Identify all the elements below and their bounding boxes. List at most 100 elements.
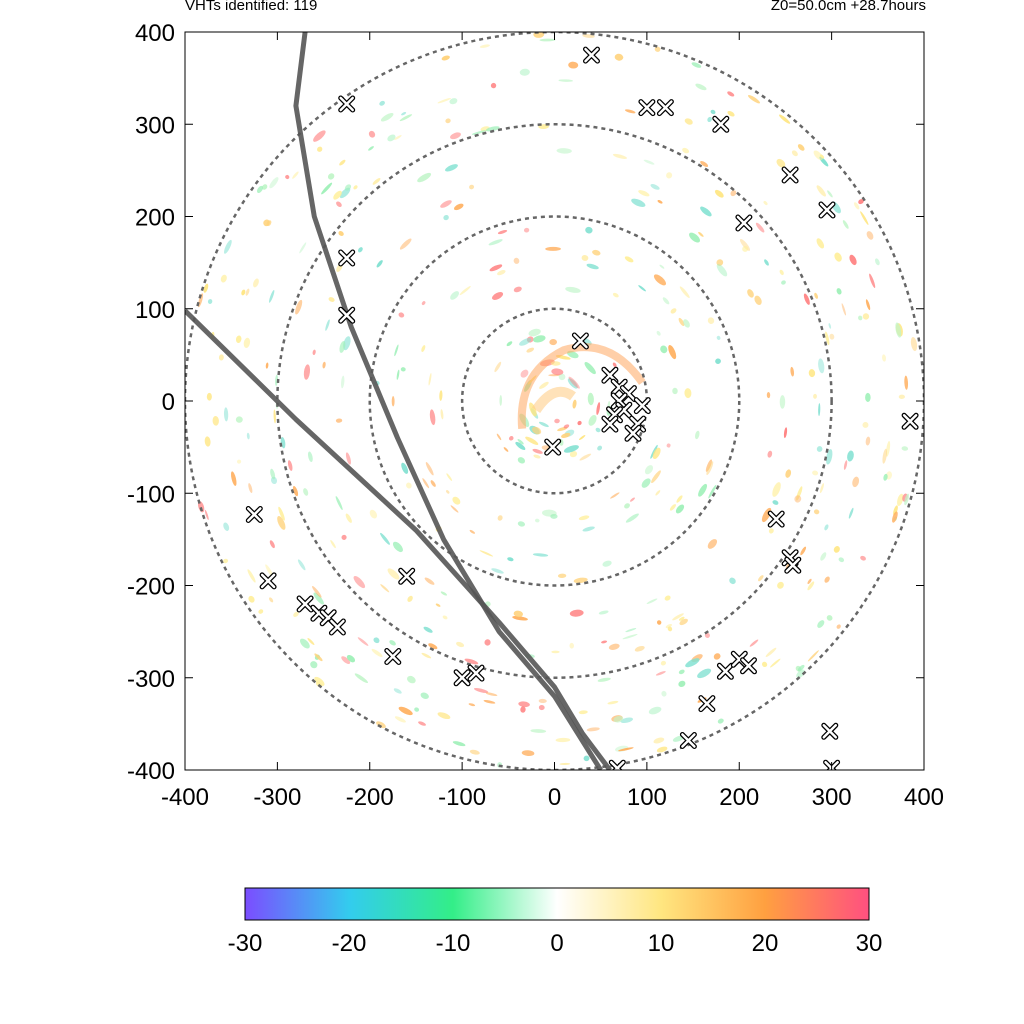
- vht-marker-core: [718, 664, 733, 679]
- field-speckle: [779, 269, 784, 276]
- field-speckle: [485, 126, 500, 132]
- field-speckle: [898, 394, 905, 399]
- field-speckle: [262, 184, 268, 190]
- field-speckle: [676, 495, 683, 503]
- field-speckle: [532, 553, 549, 557]
- field-speckle: [727, 110, 735, 117]
- vht-marker-core: [247, 507, 262, 522]
- field-speckle: [669, 504, 676, 511]
- field-speckle: [644, 465, 654, 475]
- field-speckle: [380, 584, 390, 593]
- field-speckle: [824, 524, 829, 531]
- vht-marker: [259, 572, 277, 590]
- field-speckle: [449, 98, 458, 105]
- field-speckle: [314, 653, 323, 662]
- field-speckle: [612, 362, 617, 368]
- vht-marker: [384, 648, 402, 665]
- field-speckle: [794, 495, 802, 503]
- field-speckle: [428, 373, 432, 386]
- field-speckle: [614, 53, 624, 61]
- vht-marker: [638, 99, 656, 117]
- vht-marker-core: [399, 569, 414, 584]
- vht-marker-core: [330, 619, 345, 635]
- vht-marker-core: [736, 215, 752, 231]
- field-speckle: [525, 436, 539, 445]
- vht-marker: [608, 759, 626, 770]
- field-speckle: [624, 109, 636, 114]
- vht-marker-core: [610, 760, 625, 770]
- field-speckle: [781, 280, 786, 285]
- field-speckle: [528, 328, 541, 337]
- eyewall-swirl: [517, 343, 646, 430]
- field-speckle: [573, 577, 588, 584]
- field-speckle: [838, 557, 845, 563]
- y-tick-label: 300: [135, 112, 175, 139]
- field-speckle: [519, 338, 532, 346]
- field-speckle: [327, 173, 335, 180]
- field-speckle: [684, 118, 693, 125]
- field-speckle: [450, 132, 461, 140]
- field-speckle: [895, 322, 902, 338]
- field-speckle: [808, 369, 816, 378]
- field-speckle: [344, 184, 352, 191]
- field-speckle: [807, 581, 815, 591]
- field-speckle: [660, 660, 667, 666]
- field-speckle: [428, 643, 438, 650]
- x-tick-label: -200: [346, 784, 394, 811]
- colorbar-tick-label: 10: [648, 930, 675, 957]
- field-speckle: [538, 421, 549, 428]
- field-speckle: [423, 626, 433, 633]
- field-speckle: [545, 246, 561, 251]
- field-speckle: [660, 345, 668, 354]
- field-speckle: [223, 522, 230, 531]
- field-speckle: [584, 362, 596, 375]
- field-speckle: [679, 618, 688, 626]
- field-speckle: [678, 317, 685, 327]
- field-speckle: [893, 505, 898, 516]
- field-speckle: [532, 448, 543, 454]
- vht-marker: [781, 166, 799, 184]
- field-speckle: [620, 717, 634, 724]
- field-speckle: [849, 254, 857, 266]
- field-speckle: [313, 130, 326, 142]
- field-speckle: [446, 473, 453, 481]
- field-speckle: [601, 640, 608, 644]
- field-speckle: [429, 409, 436, 426]
- field-speckle: [393, 688, 402, 694]
- field-speckle: [581, 255, 589, 261]
- vht-marker-core: [713, 117, 729, 132]
- field-speckle: [572, 399, 577, 409]
- field-speckle: [568, 376, 580, 389]
- field-speckle: [312, 349, 316, 356]
- vht-marker-core: [297, 596, 313, 612]
- field-speckle: [816, 238, 825, 249]
- field-speckle: [836, 624, 841, 629]
- field-speckle: [816, 185, 826, 197]
- vht-markers: [245, 46, 919, 770]
- field-speckle: [538, 698, 547, 704]
- field-speckle: [336, 201, 342, 207]
- field-speckle: [706, 461, 714, 476]
- field-speckle: [558, 79, 573, 82]
- field-speckle: [567, 378, 578, 389]
- field-speckle: [754, 295, 762, 305]
- field-speckle: [790, 366, 795, 377]
- field-speckle: [818, 358, 825, 374]
- field-speckle: [661, 690, 667, 697]
- field-speckle: [392, 541, 403, 553]
- field-speckle: [892, 511, 898, 523]
- field-speckle: [299, 242, 307, 254]
- field-speckle: [826, 449, 833, 465]
- field-speckle: [499, 395, 503, 406]
- field-speckle: [496, 433, 502, 441]
- field-speckle: [578, 515, 590, 521]
- x-tick-label: -400: [161, 784, 209, 811]
- field-speckle: [380, 532, 390, 545]
- field-speckle: [519, 68, 530, 76]
- field-speckle: [596, 402, 601, 415]
- vht-marker-core: [611, 393, 627, 409]
- field-speckle: [317, 146, 323, 152]
- vht-marker: [601, 415, 619, 433]
- field-speckle: [865, 436, 871, 446]
- field-speckle: [758, 575, 764, 582]
